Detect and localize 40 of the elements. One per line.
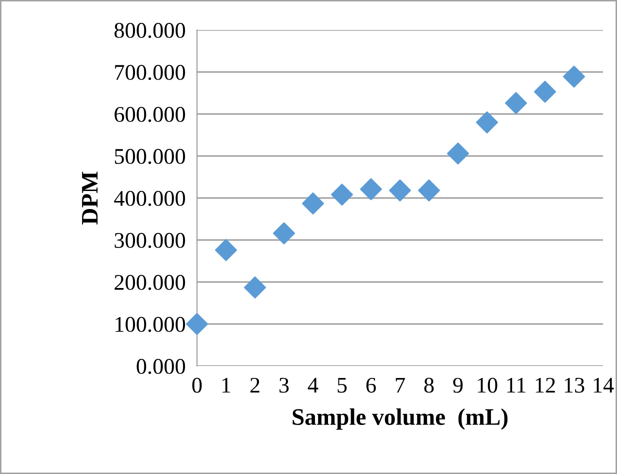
point xyxy=(389,179,411,202)
point xyxy=(360,178,382,200)
point xyxy=(331,184,353,206)
x-tick-label: 9 xyxy=(453,378,463,393)
x-tick-label: 13 xyxy=(564,378,584,393)
y-tick-label: 700.000 xyxy=(115,64,186,80)
x-tick-label: 8 xyxy=(424,378,434,393)
point xyxy=(563,66,585,88)
y-tick-label: 0.000 xyxy=(136,358,186,374)
x-axis-title: Sample volume (mL) xyxy=(292,408,508,430)
x-tick-label: 10 xyxy=(478,378,498,393)
x-tick-label: 1 xyxy=(222,378,230,393)
y-axis-title: DPM xyxy=(82,172,98,224)
x-tick-label: 3 xyxy=(280,378,289,393)
y-tick-label: 500.000 xyxy=(114,148,186,164)
y-tick-label: 400.000 xyxy=(114,190,186,206)
y-tick-label: 800.000 xyxy=(114,22,186,38)
x-tick-label: 6 xyxy=(366,378,376,393)
x-tick-label: 0 xyxy=(192,378,202,393)
x-tick-label: 11 xyxy=(507,378,526,393)
x-tick-label: 7 xyxy=(396,378,405,393)
x-tick-label: 2 xyxy=(250,378,260,393)
x-tick-label: 12 xyxy=(536,378,555,393)
point xyxy=(244,276,266,298)
point xyxy=(186,313,208,335)
point xyxy=(476,111,498,134)
point xyxy=(273,222,295,244)
y-tick-label: 200.000 xyxy=(114,274,186,290)
x-tick-label: 14 xyxy=(594,378,614,393)
point xyxy=(447,142,469,164)
point xyxy=(534,80,556,103)
point xyxy=(505,92,527,114)
x-tick-label: 5 xyxy=(338,378,347,393)
y-tick-label: 100.000 xyxy=(116,316,186,332)
y-tick-label: 300.000 xyxy=(114,232,186,248)
point xyxy=(215,239,237,262)
x-tick-label: 4 xyxy=(308,378,318,393)
point xyxy=(302,192,324,214)
y-tick-label: 600.000 xyxy=(114,106,186,122)
point xyxy=(418,179,440,202)
